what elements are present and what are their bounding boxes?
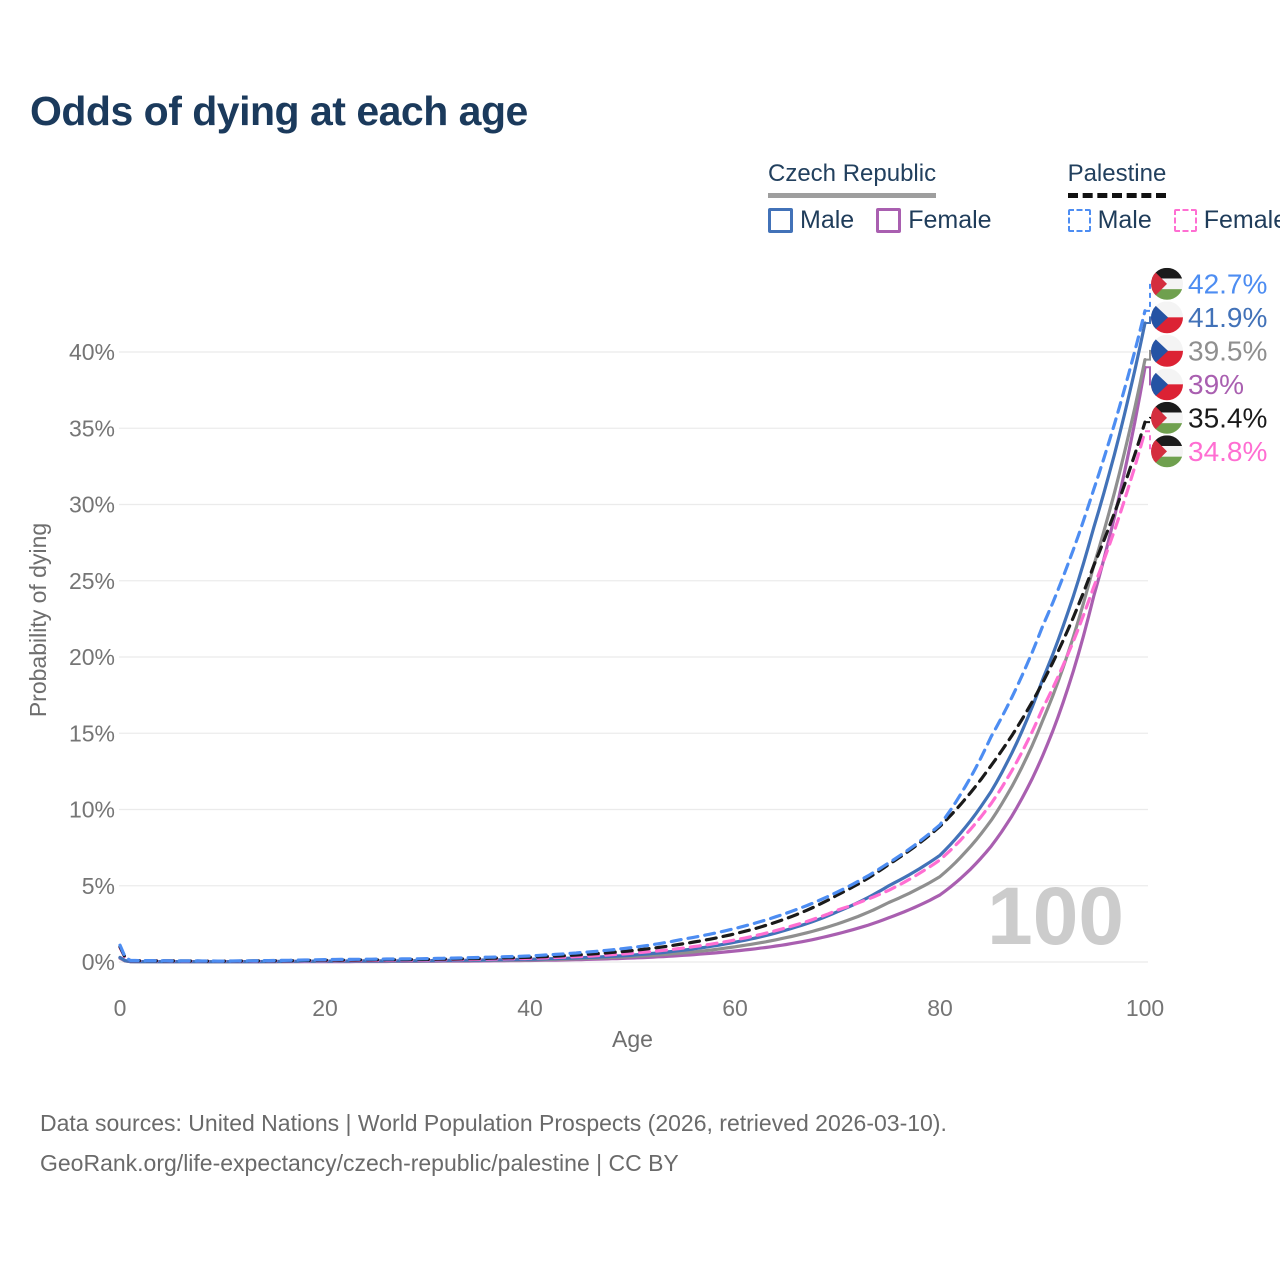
y-tick-label: 15% (69, 720, 115, 746)
legend-swatch-ps_m (1067, 209, 1091, 232)
series-line-cz_m[interactable] (118, 321, 1147, 964)
palestine-flag-icon (1151, 401, 1183, 434)
series-line-ps_m[interactable] (118, 309, 1147, 963)
x-axis-title: Age (612, 1026, 653, 1052)
legend-item-cz_m[interactable]: Male (768, 206, 854, 235)
palestine-flag-icon (1151, 267, 1183, 300)
y-tick-label: 20% (69, 644, 115, 670)
czech-flag-icon (1151, 334, 1183, 367)
x-tick-label: 100 (1126, 995, 1164, 1021)
y-axis-title: Probability of dying (25, 523, 51, 717)
y-tick-label: 25% (69, 568, 115, 594)
legend-swatch-ps_f (1173, 209, 1197, 232)
x-tick-label: 0 (114, 995, 127, 1021)
legend-group-czech: Czech Republic Male Female (768, 160, 992, 235)
label-leader-line (1145, 282, 1156, 312)
y-tick-label: 0% (82, 949, 115, 975)
chart-footer: Data sources: United Nations | World Pop… (40, 1103, 947, 1183)
page-title: Odds of dying at each age (30, 88, 528, 134)
y-tick-label: 40% (69, 339, 115, 365)
end-value-label-ps_m: 42.7% (1188, 268, 1267, 299)
y-tick-label: 10% (69, 797, 115, 823)
y-tick-label: 35% (69, 415, 115, 441)
end-value-label-cz_t: 39.5% (1188, 335, 1267, 366)
x-tick-label: 60 (722, 995, 748, 1021)
legend-item-label: Male (800, 206, 855, 234)
legend-swatch-cz_f (876, 208, 902, 233)
end-value-label-cz_f: 39% (1188, 369, 1244, 400)
x-tick-label: 20 (312, 995, 338, 1021)
palestine-flag-icon (1151, 435, 1183, 468)
legend-group-palestine: Palestine Male Female (1067, 160, 1280, 235)
x-tick-label: 80 (927, 995, 953, 1021)
czech-flag-icon (1151, 368, 1183, 401)
legend-item-label: Female (1203, 206, 1280, 234)
footer-url: GeoRank.org/life-expectancy/czech-republ… (40, 1150, 679, 1176)
end-value-label-ps_f: 34.8% (1188, 436, 1267, 467)
x-tick-label: 40 (517, 995, 543, 1021)
legend-swatch-cz_m (768, 208, 793, 233)
end-value-label-cz_m: 41.9% (1188, 302, 1267, 333)
chart-legend: Czech Republic Male Female Palestine Male Fem… (768, 160, 1280, 235)
footer-sources: Data sources: United Nations | World Pop… (40, 1110, 947, 1136)
legend-item-cz_f[interactable]: Female (876, 206, 992, 235)
legend-group-title-palestine: Palestine (1067, 160, 1167, 198)
y-tick-label: 5% (82, 873, 115, 899)
legend-item-ps_m[interactable]: Male (1067, 206, 1152, 235)
watermark-age-100: 100 (987, 871, 1124, 962)
czech-flag-icon (1151, 301, 1183, 334)
end-value-label-ps_t: 35.4% (1188, 402, 1267, 433)
legend-group-title-czech: Czech Republic (768, 160, 937, 198)
y-tick-label: 30% (69, 492, 115, 518)
legend-item-ps_f[interactable]: Female (1173, 206, 1280, 235)
legend-item-label: Female (908, 206, 992, 234)
legend-item-label: Male (1097, 206, 1152, 234)
